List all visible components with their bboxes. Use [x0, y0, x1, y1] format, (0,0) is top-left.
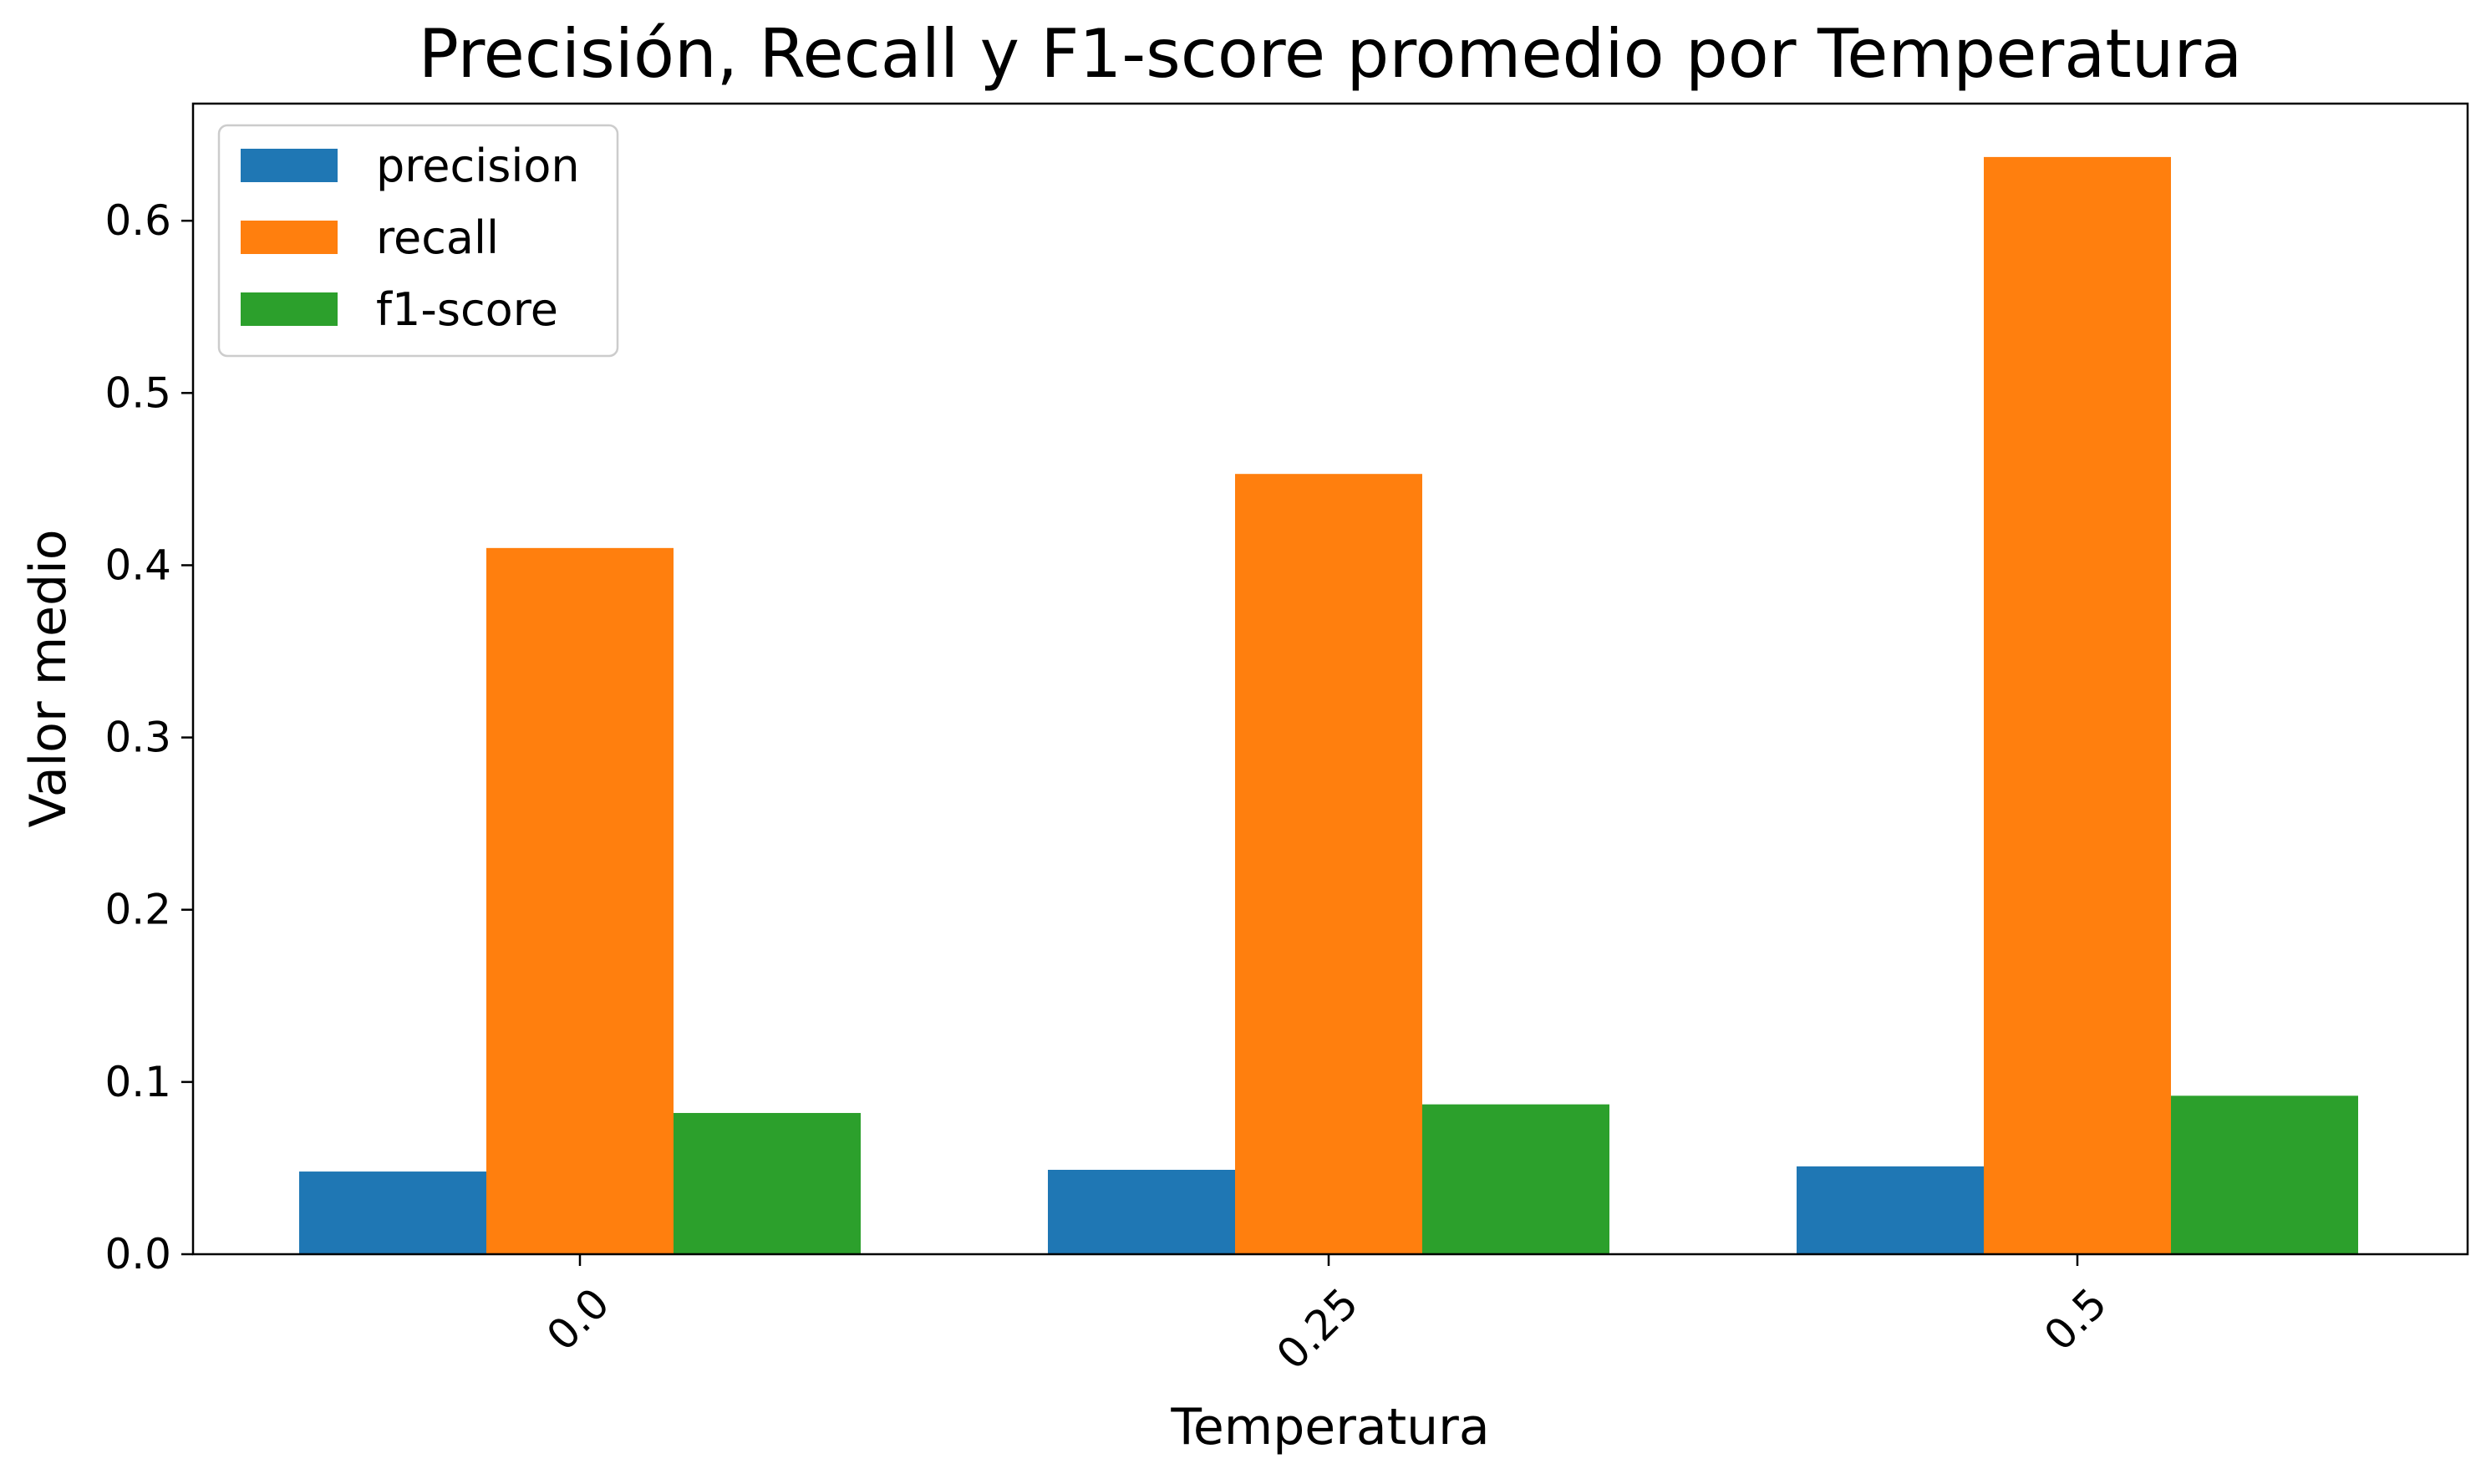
- y-tick-label: 0.4: [104, 541, 171, 589]
- x-axis-label: Temperatura: [1170, 1398, 1489, 1456]
- bar-recall-0.5: [1984, 156, 2171, 1254]
- bar-f1-score-0.0: [674, 1112, 861, 1254]
- y-axis-label: Valor medio: [19, 529, 78, 827]
- y-tick-label: 0.0: [104, 1230, 171, 1278]
- bar-precision-0.5: [1797, 1166, 1984, 1254]
- bars-layer: [299, 156, 2358, 1254]
- legend-swatch-f1-score: [241, 292, 338, 326]
- legend-swatch-recall: [241, 221, 338, 254]
- y-tick-label: 0.3: [104, 714, 171, 762]
- bar-precision-0.25: [1048, 1169, 1235, 1254]
- bar-recall-0.25: [1235, 474, 1422, 1254]
- y-tick-label: 0.1: [104, 1058, 171, 1106]
- y-tick-label: 0.5: [104, 368, 171, 417]
- bar-precision-0.0: [299, 1171, 486, 1254]
- y-tick-label: 0.2: [104, 886, 171, 934]
- x-tick-label: 0.5: [2035, 1278, 2116, 1359]
- bar-recall-0.0: [486, 547, 674, 1254]
- legend: precision recall f1-score: [217, 124, 619, 358]
- y-tick-label: 0.6: [104, 196, 171, 245]
- bar-f1-score-0.5: [2171, 1095, 2358, 1254]
- legend-label-f1-score: f1-score: [376, 283, 558, 336]
- x-tick-label: 0.25: [1268, 1278, 1368, 1379]
- legend-swatch-precision: [241, 149, 338, 182]
- legend-label-precision: precision: [376, 140, 580, 192]
- x-axis: 0.0 0.25 0.5: [537, 1254, 2117, 1379]
- chart-title: Precisión, Recall y F1-score promedio po…: [419, 15, 2243, 93]
- bar-f1-score-0.25: [1422, 1104, 1609, 1254]
- legend-label-recall: recall: [376, 211, 499, 264]
- y-axis: 0.0 0.1 0.2 0.3 0.4 0.5 0.6: [104, 196, 193, 1278]
- x-tick-label: 0.0: [537, 1278, 618, 1359]
- plot-frame: [191, 102, 2469, 1256]
